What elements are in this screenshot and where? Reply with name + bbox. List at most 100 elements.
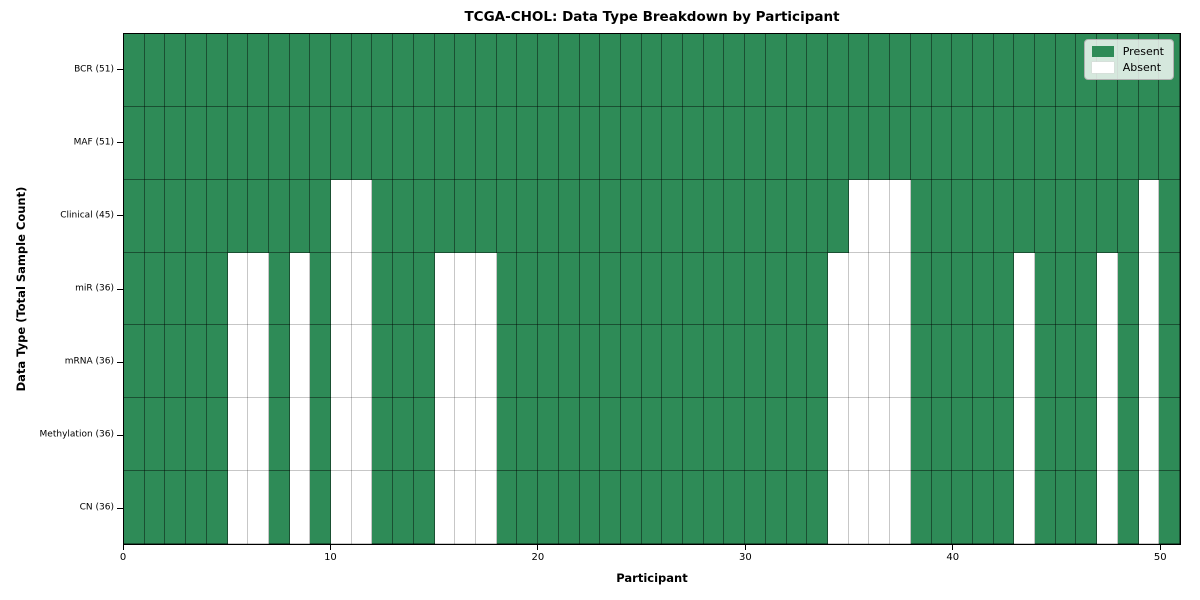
heatmap-cell bbox=[310, 34, 332, 107]
heatmap-cell bbox=[165, 325, 187, 399]
heatmap-cell bbox=[1035, 34, 1056, 107]
heatmap-cell bbox=[476, 398, 497, 472]
y-tick-label: mRNA (36) bbox=[64, 356, 114, 367]
heatmap-cell bbox=[372, 325, 394, 399]
heatmap-cell bbox=[724, 34, 746, 107]
heatmap-cell bbox=[579, 325, 601, 399]
heatmap-cell bbox=[1097, 179, 1118, 253]
heatmap-cell bbox=[1076, 106, 1098, 180]
heatmap-cell bbox=[931, 179, 953, 253]
heatmap-cell bbox=[828, 471, 849, 544]
heatmap-cell bbox=[828, 325, 849, 399]
heatmap-cell bbox=[165, 398, 187, 472]
heatmap-cell bbox=[1159, 398, 1180, 472]
heatmap-cell bbox=[165, 252, 187, 326]
heatmap-cell bbox=[517, 252, 539, 326]
heatmap-cell bbox=[1014, 179, 1036, 253]
heatmap-cell bbox=[662, 179, 684, 253]
heatmap-cell bbox=[165, 179, 187, 253]
heatmap-cell bbox=[910, 398, 932, 472]
heatmap-cell bbox=[455, 179, 476, 253]
x-tick-label: 20 bbox=[531, 552, 545, 563]
heatmap-cell bbox=[786, 179, 808, 253]
heatmap-cell bbox=[517, 471, 539, 544]
heatmap-cell bbox=[724, 471, 746, 544]
heatmap-cell bbox=[910, 325, 932, 399]
heatmap-cell bbox=[600, 471, 621, 544]
heatmap-cell bbox=[227, 179, 249, 253]
y-tick-mark bbox=[117, 507, 123, 509]
heatmap-cell bbox=[931, 252, 953, 326]
heatmap-cell bbox=[351, 106, 373, 180]
heatmap-cell bbox=[786, 398, 808, 472]
heatmap-cell bbox=[1055, 471, 1077, 544]
heatmap-cell bbox=[331, 398, 352, 472]
heatmap-cell bbox=[786, 106, 808, 180]
heatmap-cell bbox=[517, 34, 539, 107]
heatmap-cell bbox=[351, 252, 373, 326]
heatmap-cell bbox=[931, 34, 953, 107]
heatmap-cell bbox=[496, 34, 518, 107]
heatmap-cell bbox=[807, 34, 828, 107]
heatmap-cell bbox=[289, 252, 311, 326]
heatmap-cell bbox=[952, 398, 973, 472]
heatmap-cell bbox=[931, 106, 953, 180]
heatmap-cell bbox=[331, 325, 352, 399]
heatmap-cell bbox=[351, 398, 373, 472]
heatmap-cell bbox=[1117, 179, 1139, 253]
heatmap-cell bbox=[455, 398, 476, 472]
heatmap-cell bbox=[455, 34, 476, 107]
heatmap-cell bbox=[848, 398, 870, 472]
heatmap-cell bbox=[807, 325, 828, 399]
legend: Present Absent bbox=[1083, 39, 1174, 80]
heatmap-cell bbox=[186, 179, 207, 253]
heatmap-cell bbox=[890, 471, 911, 544]
heatmap-cell bbox=[807, 179, 828, 253]
heatmap-cell bbox=[993, 252, 1015, 326]
x-tick-label: 10 bbox=[324, 552, 337, 563]
heatmap-cell bbox=[620, 252, 642, 326]
heatmap-cell bbox=[869, 325, 891, 399]
heatmap-cell bbox=[952, 252, 973, 326]
heatmap-cell bbox=[703, 325, 725, 399]
heatmap-cell bbox=[620, 179, 642, 253]
heatmap-cell bbox=[165, 106, 187, 180]
heatmap-cell bbox=[890, 179, 911, 253]
heatmap-cell bbox=[558, 398, 580, 472]
heatmap-cell bbox=[1014, 34, 1036, 107]
heatmap-cell bbox=[683, 252, 704, 326]
heatmap-cell bbox=[144, 471, 166, 544]
heatmap-cell bbox=[1138, 106, 1160, 180]
heatmap-cell bbox=[1138, 325, 1160, 399]
heatmap-cell bbox=[434, 252, 456, 326]
heatmap-cell bbox=[765, 252, 787, 326]
heatmap-cell bbox=[1138, 179, 1160, 253]
heatmap-cell bbox=[993, 34, 1015, 107]
heatmap-cell bbox=[268, 106, 290, 180]
present-swatch-icon bbox=[1091, 46, 1114, 57]
heatmap-cell bbox=[1138, 252, 1160, 326]
heatmap-cell bbox=[206, 179, 228, 253]
heatmap-cell bbox=[310, 398, 332, 472]
y-tick-label: BCR (51) bbox=[74, 64, 114, 75]
heatmap-cell bbox=[703, 179, 725, 253]
heatmap-cell bbox=[890, 34, 911, 107]
heatmap-cell bbox=[765, 34, 787, 107]
heatmap-cell bbox=[600, 179, 621, 253]
heatmap-cell bbox=[1159, 471, 1180, 544]
heatmap-cell bbox=[434, 179, 456, 253]
x-tick-mark bbox=[329, 545, 331, 550]
heatmap-cell bbox=[952, 325, 973, 399]
heatmap-cell bbox=[124, 106, 145, 180]
heatmap-cell bbox=[144, 398, 166, 472]
heatmap-cell bbox=[848, 325, 870, 399]
heatmap-cell bbox=[144, 325, 166, 399]
x-tick-mark bbox=[744, 545, 746, 550]
heatmap-cell bbox=[683, 471, 704, 544]
heatmap-cell bbox=[206, 34, 228, 107]
absent-swatch-icon bbox=[1091, 62, 1114, 73]
heatmap-cell bbox=[1014, 398, 1036, 472]
heatmap-cell bbox=[972, 252, 994, 326]
heatmap-cell bbox=[372, 471, 394, 544]
heatmap-cell bbox=[972, 398, 994, 472]
